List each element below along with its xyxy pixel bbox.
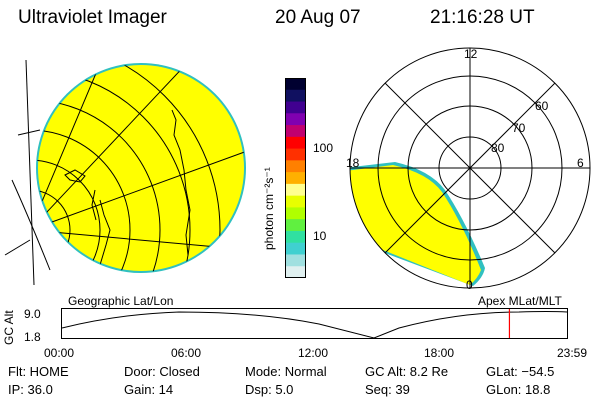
colorbar-band [285,136,306,150]
timeline-ytick-9: 9.0 [24,307,41,321]
apex-caption: Apex MLat/MLT [478,294,562,308]
mlt-label-6: 6 [577,156,584,170]
mlat-label-70: 70 [512,121,526,135]
colorbar [285,78,306,278]
gain-label: Gain: 14 [124,382,174,397]
colorbar-tick-100: 100 [313,141,334,155]
colorbar-band [285,219,306,232]
colorbar-unit-label: photon cm⁻²s⁻¹ [262,167,276,250]
mlat-label-60: 60 [535,99,549,113]
colorbar-band [285,195,306,208]
timeline-xtick-0600: 06:00 [171,346,202,360]
grid-outside-disk [4,59,51,286]
colorbar-band [285,148,306,161]
geo-latitude-label: GLat: −54.5 [486,364,555,379]
colorbar-band [285,101,306,114]
timeline-xtick-1800: 18:00 [424,346,455,360]
geographic-caption: Geographic Lat/Lon [68,294,174,308]
mlt-label-18: 18 [346,156,360,170]
coastline-outline [64,109,191,266]
polar-grid [349,47,591,289]
instrument-title: Ultraviolet Imager [18,7,167,28]
geo-longitude-label: GLon: 18.8 [486,382,551,397]
mlat-label-80: 80 [491,141,505,155]
uv-emission-disk [38,65,244,271]
flight-label: Flt: HOME [8,364,69,379]
colorbar-band [285,207,306,220]
colorbar-band [285,113,306,126]
mlt-label-0: 0 [466,278,473,292]
colorbar-band [285,266,306,278]
gc-altitude-label: GC Alt: 8.2 Re [365,364,449,379]
colorbar-tick-10: 10 [313,229,327,243]
colorbar-band [285,183,306,197]
time-label: 21:16:28 UT [430,7,535,28]
ip-label: IP: 36.0 [8,382,53,397]
timeline-xtick-2359: 23:59 [557,346,588,360]
altitude-timeline-plot [61,308,568,339]
altitude-curve [61,311,568,339]
geographic-image-panel [4,59,246,286]
timeline-xtick-0000: 00:00 [44,346,75,360]
colorbar-band [285,78,306,91]
colorbar-band [285,242,306,255]
colorbar-band [285,254,306,267]
timeline-ylabel: GC Alt [2,310,16,345]
colorbar-band [285,160,306,173]
colorbar-band [285,230,306,244]
colorbar-band [285,89,306,103]
sequence-label: Seq: 39 [365,382,410,397]
date-label: 20 Aug 07 [275,7,361,28]
mlt-label-12: 12 [464,47,478,61]
colorbar-band [285,125,306,138]
apex-polar-plot [349,47,591,289]
timeline-xtick-1200: 12:00 [298,346,329,360]
mode-label: Mode: Normal [245,364,327,379]
dsp-label: Dsp: 5.0 [245,382,294,397]
door-status: Door: Closed [124,364,200,379]
timeline-ytick-1-8: 1.8 [24,330,41,344]
colorbar-band [285,172,306,185]
